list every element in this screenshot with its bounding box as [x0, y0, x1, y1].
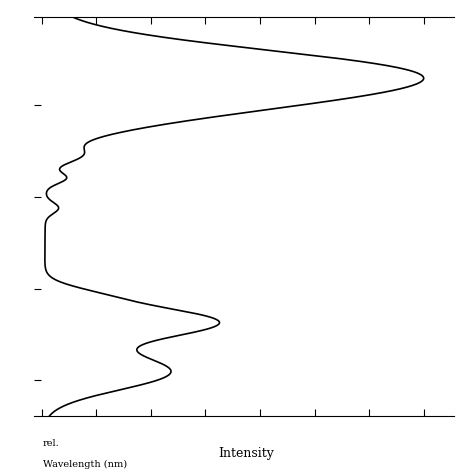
Text: Wavelength (nm): Wavelength (nm)	[43, 460, 127, 469]
Text: Intensity: Intensity	[219, 447, 274, 460]
Text: rel.: rel.	[43, 439, 59, 448]
